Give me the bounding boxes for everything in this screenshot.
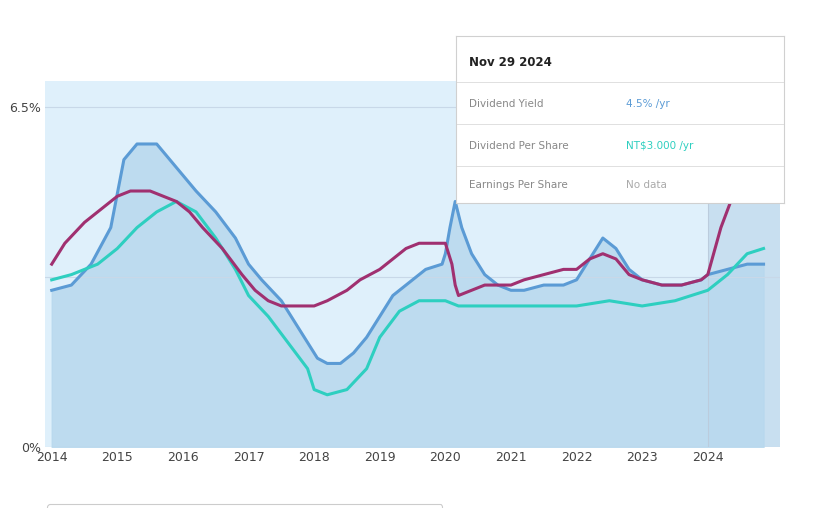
Bar bbox=[708, 81, 780, 447]
Text: Dividend Yield: Dividend Yield bbox=[469, 99, 544, 109]
Text: NT$3.000 /yr: NT$3.000 /yr bbox=[626, 141, 694, 151]
Text: Dividend Per Share: Dividend Per Share bbox=[469, 141, 568, 151]
Text: Past: Past bbox=[711, 86, 736, 100]
Text: Earnings Per Share: Earnings Per Share bbox=[469, 180, 567, 190]
Legend: Dividend Yield, Dividend Per Share, Earnings Per Share: Dividend Yield, Dividend Per Share, Earn… bbox=[48, 504, 442, 508]
Text: Nov 29 2024: Nov 29 2024 bbox=[469, 56, 552, 69]
Text: No data: No data bbox=[626, 180, 667, 190]
Text: 4.5% /yr: 4.5% /yr bbox=[626, 99, 670, 109]
